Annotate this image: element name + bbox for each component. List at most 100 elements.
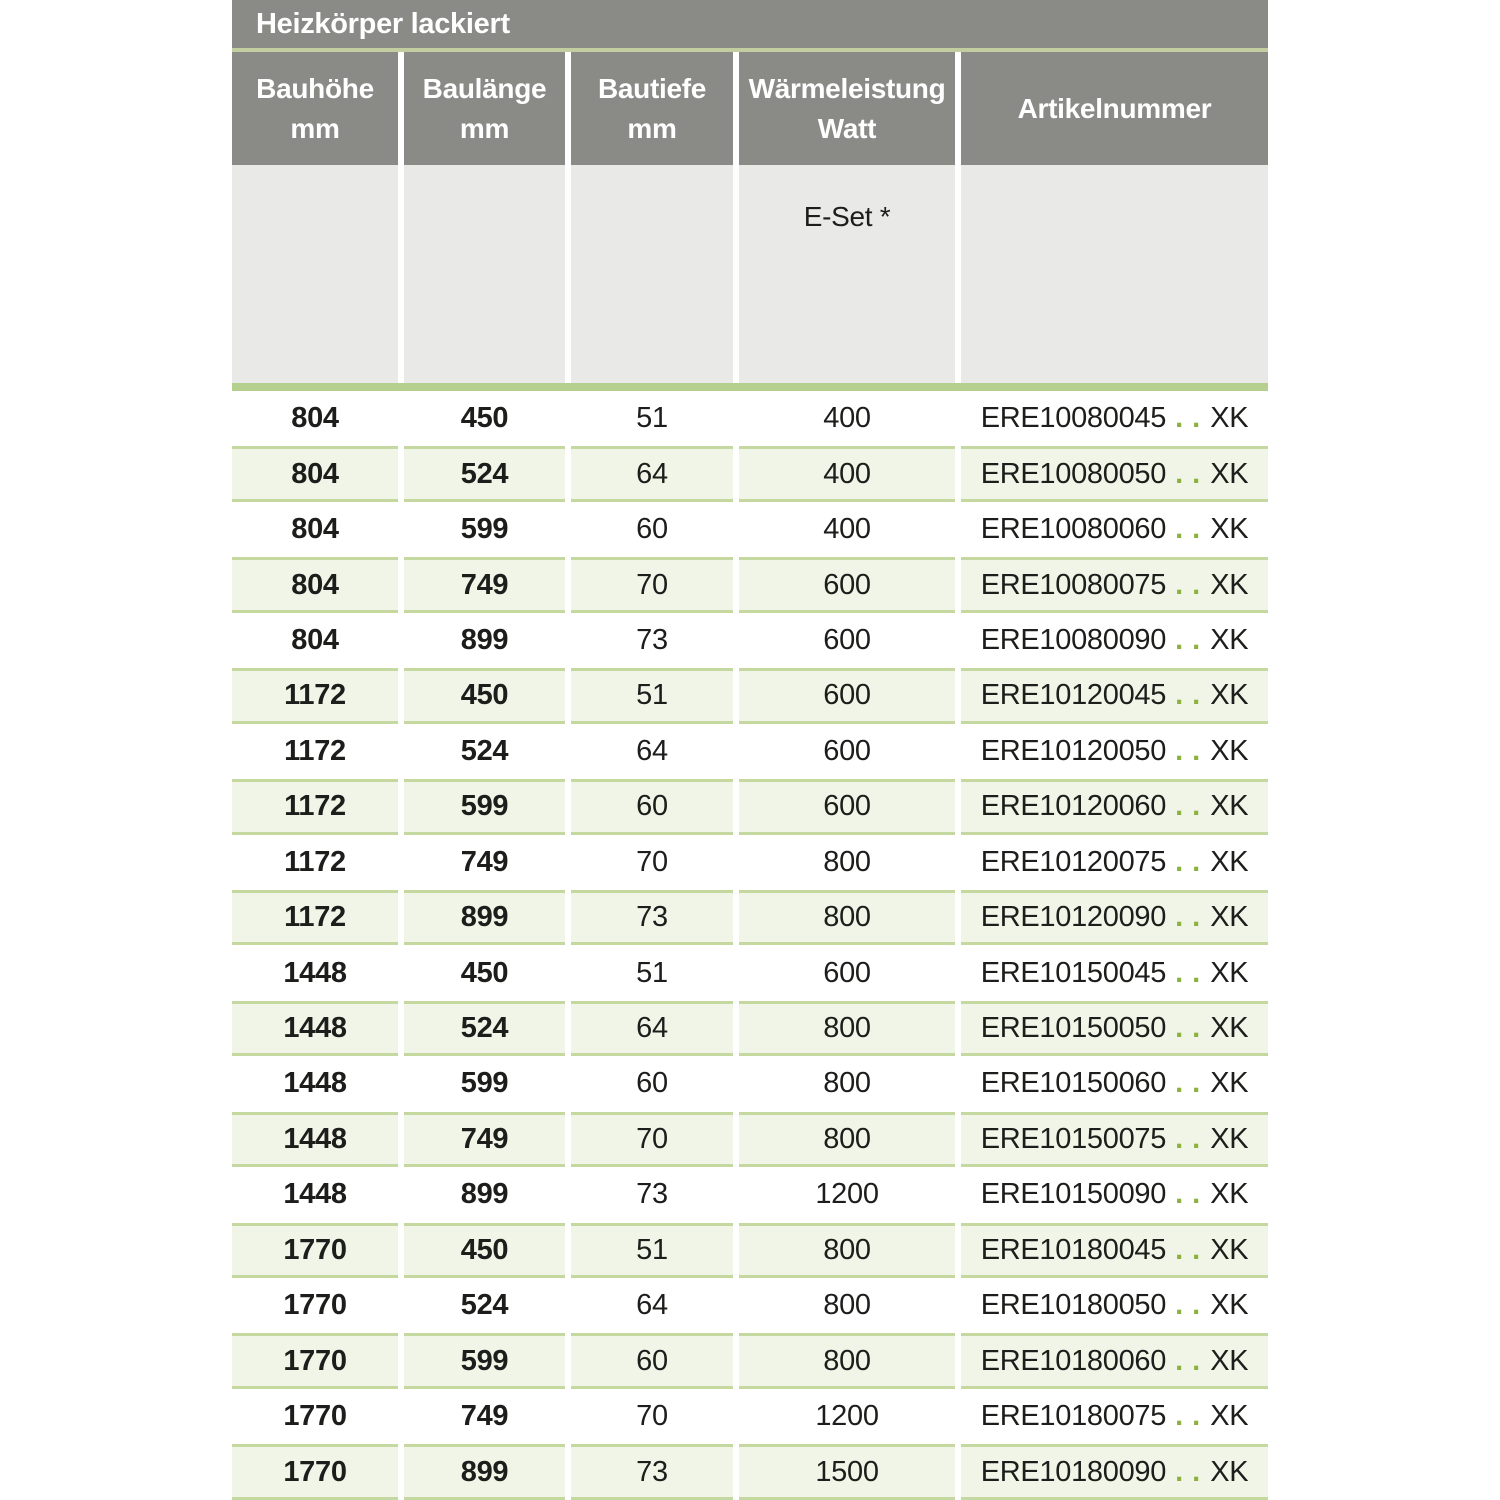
- cell-bautiefe: 70: [571, 557, 733, 613]
- column-unit: mm: [459, 112, 510, 144]
- table-row: 804 599 60 400 ERE10080060 .. XK: [232, 502, 1268, 557]
- cell-waermeleistung: 800: [823, 1289, 871, 1322]
- column-unit: mm: [290, 112, 340, 144]
- cell-waermeleistung: 600: [823, 956, 871, 989]
- cell-bauhoehe: 1770: [283, 1289, 347, 1322]
- cell-bauhoehe: 804: [232, 446, 398, 502]
- column-header-waermeleistung: Wärmeleistung Watt: [739, 52, 955, 165]
- cell-baulaenge: 450: [404, 1222, 565, 1278]
- artikelnummer-prefix: ERE10120075: [980, 845, 1167, 878]
- table-title: Heizkörper lackiert: [256, 7, 510, 40]
- cell-artikelnummer: ERE10150060 .. XK: [961, 1056, 1268, 1111]
- cell-bautiefe: 73: [636, 623, 668, 656]
- cell-artikelnummer: ERE10180075 .. XK: [961, 1389, 1268, 1444]
- cell-baulaenge: 749: [404, 557, 565, 613]
- artikelnummer-dots: ..: [1175, 1067, 1210, 1100]
- cell-bauhoehe: 1172: [232, 779, 398, 835]
- cell-waermeleistung: 600: [739, 779, 955, 835]
- cell-waermeleistung: 400: [823, 513, 871, 546]
- cell-bauhoehe: 1172: [284, 845, 346, 878]
- cell-waermeleistung: 800: [739, 1333, 955, 1389]
- artikelnummer-dots: ..: [1175, 1012, 1210, 1045]
- cell-waermeleistung: 600: [739, 557, 955, 613]
- cell-artikelnummer: ERE10120045 .. XK: [961, 668, 1268, 724]
- artikelnummer-prefix: ERE10080060: [980, 513, 1167, 546]
- cell-baulaenge: 524: [460, 1289, 509, 1322]
- artikelnummer-dots: ..: [1175, 623, 1210, 656]
- table-body: 804 450 51 400 ERE10080045 .. XK 804 524…: [232, 391, 1268, 1500]
- cell-bauhoehe: 1770: [232, 1444, 398, 1500]
- artikelnummer-suffix: XK: [1210, 402, 1249, 435]
- artikelnummer-dots: ..: [1175, 956, 1210, 989]
- artikelnummer-prefix: ERE10150075: [980, 1122, 1167, 1155]
- cell-bautiefe: 73: [571, 889, 733, 946]
- cell-baulaenge: 899: [460, 1178, 509, 1211]
- artikelnummer-prefix: ERE10120050: [980, 734, 1167, 767]
- cell-bautiefe: 73: [571, 1444, 733, 1500]
- artikelnummer-prefix: ERE10080045: [980, 402, 1167, 435]
- cell-baulaenge: 599: [404, 1333, 565, 1389]
- cell-bauhoehe: 1448: [283, 1178, 347, 1211]
- artikelnummer-suffix: XK: [1210, 679, 1249, 712]
- table-header-row: Bauhöhe mm Baulänge mm Bautiefe mm Wärme…: [232, 52, 1268, 165]
- cell-bautiefe: 64: [636, 1289, 668, 1322]
- artikelnummer-prefix: ERE10180090: [980, 1455, 1167, 1488]
- cell-bauhoehe: 804: [232, 557, 398, 613]
- cell-artikelnummer: ERE10150045 .. XK: [961, 945, 1268, 1000]
- cell-bauhoehe: 1172: [232, 889, 398, 946]
- artikelnummer-dots: ..: [1175, 845, 1210, 878]
- artikelnummer-dots: ..: [1175, 679, 1210, 712]
- artikelnummer-suffix: XK: [1210, 1344, 1249, 1377]
- artikelnummer-dots: ..: [1175, 1289, 1210, 1322]
- cell-bauhoehe: 1448: [232, 1000, 398, 1057]
- artikelnummer-suffix: XK: [1210, 790, 1249, 823]
- cell-bautiefe: 51: [571, 1222, 733, 1278]
- cell-bautiefe: 64: [636, 734, 668, 767]
- cell-waermeleistung: 1200: [815, 1400, 879, 1433]
- cell-waermeleistung: 400: [739, 446, 955, 502]
- table-row: 1770 450 51 800 ERE10180045 .. XK: [232, 1222, 1268, 1278]
- artikelnummer-dots: ..: [1175, 1233, 1210, 1266]
- artikelnummer-dots: ..: [1175, 513, 1210, 546]
- subheader-cell-waermeleistung: E-Set *: [739, 165, 955, 383]
- cell-waermeleistung: 800: [739, 1111, 955, 1168]
- artikelnummer-suffix: XK: [1210, 845, 1249, 878]
- column-unit: Watt: [817, 112, 877, 144]
- column-header-bautiefe: Bautiefe mm: [571, 52, 733, 165]
- artikelnummer-suffix: XK: [1210, 1400, 1249, 1433]
- cell-baulaenge: 749: [460, 1400, 509, 1433]
- artikelnummer-dots: ..: [1175, 1400, 1210, 1433]
- artikelnummer-dots: ..: [1175, 790, 1210, 823]
- table-row: 1448 749 70 800 ERE10150075 .. XK: [232, 1111, 1268, 1168]
- cell-waermeleistung: 600: [739, 668, 955, 724]
- column-header-bauhoehe: Bauhöhe mm: [232, 52, 398, 165]
- cell-baulaenge: 899: [404, 1444, 565, 1500]
- cell-bauhoehe: 1770: [283, 1400, 347, 1433]
- cell-baulaenge: 524: [404, 446, 565, 502]
- artikelnummer-dots: ..: [1175, 568, 1210, 601]
- artikelnummer-suffix: XK: [1210, 1455, 1249, 1488]
- artikelnummer-prefix: ERE10180045: [980, 1233, 1167, 1266]
- table-row: 804 524 64 400 ERE10080050 .. XK: [232, 446, 1268, 502]
- artikelnummer-prefix: ERE10080090: [980, 623, 1167, 656]
- cell-bauhoehe: 1770: [232, 1333, 398, 1389]
- artikelnummer-prefix: ERE10180060: [980, 1344, 1167, 1377]
- cell-artikelnummer: ERE10150090 .. XK: [961, 1167, 1268, 1222]
- cell-baulaenge: 524: [404, 1000, 565, 1057]
- cell-bautiefe: 60: [636, 513, 668, 546]
- cell-bauhoehe: 1770: [232, 1222, 398, 1278]
- column-header-artikelnummer: Artikelnummer: [961, 52, 1268, 165]
- cell-bautiefe: 60: [636, 1067, 668, 1100]
- artikelnummer-dots: ..: [1175, 1122, 1210, 1155]
- subheader-cell-baulaenge: [404, 165, 565, 383]
- artikelnummer-prefix: ERE10150045: [980, 956, 1167, 989]
- cell-baulaenge: 524: [460, 734, 509, 767]
- cell-artikelnummer: ERE10180050 .. XK: [961, 1278, 1268, 1333]
- artikelnummer-suffix: XK: [1210, 623, 1249, 656]
- table-row: 1770 599 60 800 ERE10180060 .. XK: [232, 1333, 1268, 1389]
- eset-label: E-Set *: [803, 201, 891, 232]
- cell-waermeleistung: 400: [823, 402, 871, 435]
- artikelnummer-dots: ..: [1175, 901, 1210, 934]
- artikelnummer-prefix: ERE10180050: [980, 1289, 1167, 1322]
- table-row: 1172 450 51 600 ERE10120045 .. XK: [232, 668, 1268, 724]
